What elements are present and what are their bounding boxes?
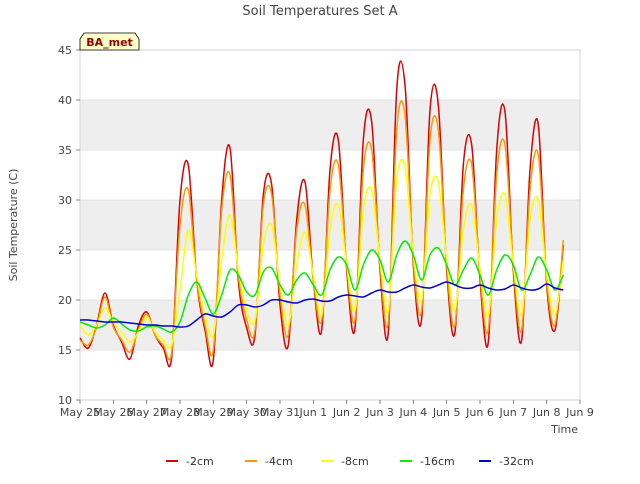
series-line--8cm [79, 158, 565, 349]
legend-label: -4cm [265, 455, 293, 468]
x-tick-label: May 31 [260, 406, 300, 419]
plot-border [79, 49, 581, 401]
x-tick-label: May 25 [60, 406, 100, 419]
x-tick-label: May 27 [127, 406, 167, 419]
x-tick-label: Jun 8 [532, 406, 561, 419]
plot-background [80, 50, 580, 400]
y-tick-label: 35 [58, 144, 72, 157]
site-label-text: BA_met [86, 36, 133, 49]
y-tick-label: 20 [58, 294, 72, 307]
series-line--16cm [79, 240, 564, 334]
chart-title: Soil Temperatures Set A [242, 4, 397, 19]
x-tick-label: May 28 [160, 406, 200, 419]
x-tick-label: Jun 4 [398, 406, 427, 419]
x-tick-label: Jun 5 [432, 406, 461, 419]
y-tick-label: 10 [58, 394, 72, 407]
x-tick-label: May 26 [93, 406, 133, 419]
legend-label: -16cm [420, 455, 455, 468]
legend-label: -32cm [499, 455, 534, 468]
y-axis-ticks: 10 15 20 25 30 35 40 45 [58, 44, 80, 407]
y-tick-label: 45 [58, 44, 72, 57]
series-lines [79, 60, 565, 368]
y-tick-label: 25 [58, 244, 72, 257]
x-tick-label: Jun 6 [465, 406, 494, 419]
x-tick-label: Jun 1 [298, 406, 327, 419]
x-tick-label: Jun 2 [332, 406, 361, 419]
series-line--32cm [79, 281, 564, 328]
legend-label: -2cm [186, 455, 214, 468]
gridlines [79, 49, 581, 401]
x-tick-label: Jun 9 [565, 406, 594, 419]
x-tick-label: May 29 [193, 406, 233, 419]
x-tick-label: Jun 3 [365, 406, 394, 419]
plot-band [80, 300, 580, 350]
legend: -2cm -4cm -8cm -16cm -32cm [166, 455, 534, 468]
y-tick-label: 15 [58, 344, 72, 357]
x-axis-label: Time [550, 423, 578, 436]
x-tick-label: Jun 7 [498, 406, 527, 419]
y-tick-label: 30 [58, 194, 72, 207]
y-axis-label: Soil Temperature (C) [7, 169, 20, 282]
y-tick-label: 40 [58, 94, 72, 107]
plot-band [80, 200, 580, 250]
series-line--4cm [79, 100, 565, 361]
legend-label: -8cm [341, 455, 369, 468]
x-tick-label: May 30 [227, 406, 267, 419]
site-label-badge: BA_met [79, 32, 140, 51]
